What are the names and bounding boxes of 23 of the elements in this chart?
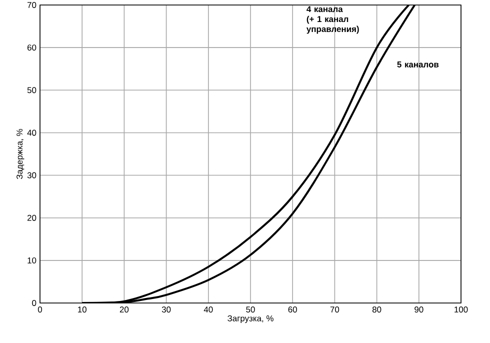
x-tick-label: 70 xyxy=(330,306,340,313)
y-tick-label: 0 xyxy=(32,300,36,306)
x-tick-label: 50 xyxy=(246,306,255,313)
y-tick-label: 40 xyxy=(27,130,36,136)
x-tick-label: 30 xyxy=(162,306,171,313)
y-axis-title: Задержка, % xyxy=(16,128,24,180)
y-tick-label: 70 xyxy=(28,2,36,8)
x-tick-label: 40 xyxy=(204,306,213,313)
series-label: 5 каналов xyxy=(397,62,439,68)
y-tick-label: 20 xyxy=(27,214,36,221)
text: 4 канала (+ 1 канал управления) xyxy=(306,6,359,34)
y-tick-label: 50 xyxy=(27,87,36,94)
x-tick-label: 10 xyxy=(78,306,86,313)
x-tick-label: 60 xyxy=(288,306,297,313)
x-tick-label: 90 xyxy=(414,306,424,313)
x-tick-label: 80 xyxy=(372,306,382,313)
y-tick-label: 10 xyxy=(28,257,36,264)
x-tick-label: 100 xyxy=(454,306,468,313)
y-tick-label: 30 xyxy=(27,172,36,178)
y-tick-label: 60 xyxy=(28,44,36,51)
x-tick-label: 20 xyxy=(120,306,129,313)
x-axis-title: Загрузка, % xyxy=(228,315,274,324)
x-tick-label: 0 xyxy=(38,306,42,313)
